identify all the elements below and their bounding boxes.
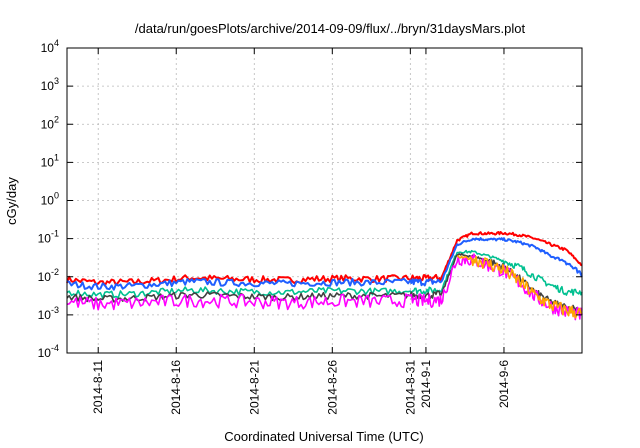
- y-axis-title: cGy/day: [4, 177, 19, 225]
- series-line: [66, 249, 583, 299]
- series-layer: [66, 231, 583, 321]
- x-tick-label: 2014-9-1: [419, 360, 433, 408]
- x-tick-label: 2014-8-16: [169, 360, 183, 415]
- series-line: [66, 237, 583, 291]
- y-tick-label: 100: [41, 191, 59, 208]
- y-tick-label: 101: [41, 152, 59, 169]
- grid: [67, 48, 582, 353]
- y-tick-label: 10-3: [38, 305, 59, 322]
- series-line: [456, 255, 583, 319]
- y-tick-label: 104: [41, 38, 59, 55]
- x-tick-label: 2014-8-31: [403, 360, 417, 415]
- plot-frame: [66, 47, 583, 354]
- y-tick-label: 10-4: [38, 343, 59, 360]
- x-tick-label: 2014-8-26: [325, 360, 339, 415]
- x-tick-label: 2014-8-11: [91, 360, 105, 414]
- chart-title: /data/run/goesPlots/archive/2014-09-09/f…: [135, 21, 526, 36]
- y-axis-labels: 10-4 10-3 10-2 10-1 100 101 102 103 104: [38, 38, 59, 360]
- y-tick-label: 102: [41, 114, 59, 131]
- y-tick-label: 10-2: [38, 267, 59, 284]
- x-tick-label: 2014-8-21: [247, 360, 261, 415]
- series-line: [66, 253, 583, 321]
- x-axis-labels: 2014-8-11 2014-8-16 2014-8-21 2014-8-26 2014…: [91, 360, 511, 415]
- y-tick-label: 10-1: [38, 229, 59, 246]
- y-tick-label: 103: [41, 76, 59, 93]
- x-tick-label: 2014-9-6: [497, 360, 511, 408]
- axis-ticks: [67, 47, 582, 354]
- x-axis-title: Coordinated Universal Time (UTC): [224, 429, 423, 444]
